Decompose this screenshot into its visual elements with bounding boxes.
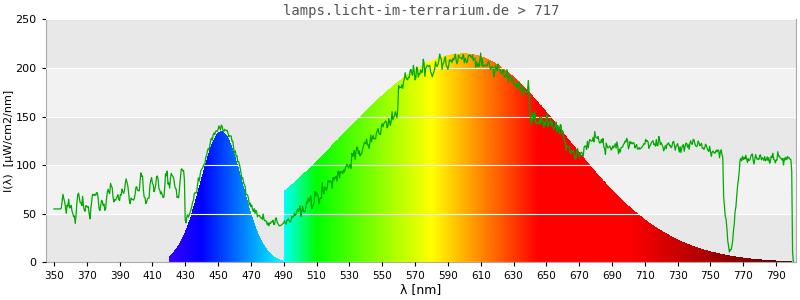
Bar [46,68,796,117]
Bar [46,165,796,214]
Bar [46,214,796,262]
Title: lamps.licht-im-terrarium.de > 717: lamps.licht-im-terrarium.de > 717 [282,4,559,18]
Y-axis label: I(λ)  [μW/cm2/nm]: I(λ) [μW/cm2/nm] [4,90,14,192]
Bar [46,19,796,68]
X-axis label: λ [nm]: λ [nm] [400,283,442,296]
Bar [46,117,796,165]
